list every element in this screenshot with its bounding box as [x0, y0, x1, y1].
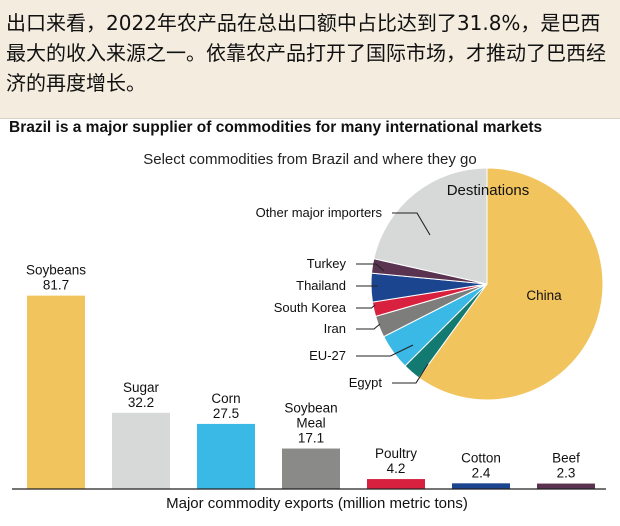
bar-4 [367, 479, 425, 489]
bar-category-label: Soybean [284, 401, 337, 416]
pie-slice-0 [418, 167, 604, 401]
caption-text: 出口来看，2022年农产品在总出口额中占比达到了31.8%，是巴西最大的收入来源… [0, 0, 620, 118]
chart-subtitle: Select commodities from Brazil and where… [143, 151, 477, 168]
pie-label: Other major importers [256, 205, 383, 220]
bar-category-label: Beef [552, 451, 580, 466]
pie-leader-line [356, 263, 385, 272]
pie-leader-line [392, 212, 431, 236]
bar-value-label: 32.2 [128, 395, 154, 410]
bar-3 [282, 448, 340, 489]
bar-0 [27, 295, 85, 489]
bar-5 [452, 483, 510, 489]
x-axis-label: Major commodity exports (million metric … [166, 495, 468, 512]
bar-value-label: 81.7 [43, 278, 69, 293]
bar-value-label: 27.5 [213, 406, 239, 421]
bar-value-label: 4.2 [387, 461, 406, 476]
bar-category-label: Corn [211, 391, 240, 406]
bar-value-label: 2.4 [472, 465, 491, 480]
pie-slice-7 [373, 167, 488, 285]
bar-value-label: 2.3 [557, 466, 576, 481]
pie-label: Egypt [349, 375, 383, 390]
chart-title: Brazil is a major supplier of commoditie… [9, 119, 543, 136]
pie-leader-line [356, 344, 414, 357]
pie-label: Thailand [296, 278, 346, 293]
bar-2 [197, 423, 255, 489]
pie-title: Destinations [447, 182, 530, 199]
bar-category-label: Cotton [461, 450, 501, 465]
pie-label: South Korea [274, 300, 347, 315]
pie-label: EU-27 [309, 348, 346, 363]
pie-label: Iran [324, 321, 346, 336]
bar-value-label: 17.1 [298, 431, 324, 446]
pie-leader-line [392, 363, 429, 384]
bar-6 [537, 483, 595, 489]
bar-category-label: Soybeans [26, 263, 86, 278]
bar-category-label: Meal [296, 416, 325, 431]
chart-panel: Brazil is a major supplier of commoditie… [0, 118, 620, 526]
pie-leader-line [356, 323, 381, 330]
bar-1 [112, 412, 170, 489]
pie-leader-line [356, 304, 376, 309]
pie-label-china: China [526, 288, 562, 303]
bar-category-label: Poultry [375, 446, 417, 461]
bar-category-label: Sugar [123, 380, 160, 395]
pie-label: Turkey [307, 256, 347, 271]
